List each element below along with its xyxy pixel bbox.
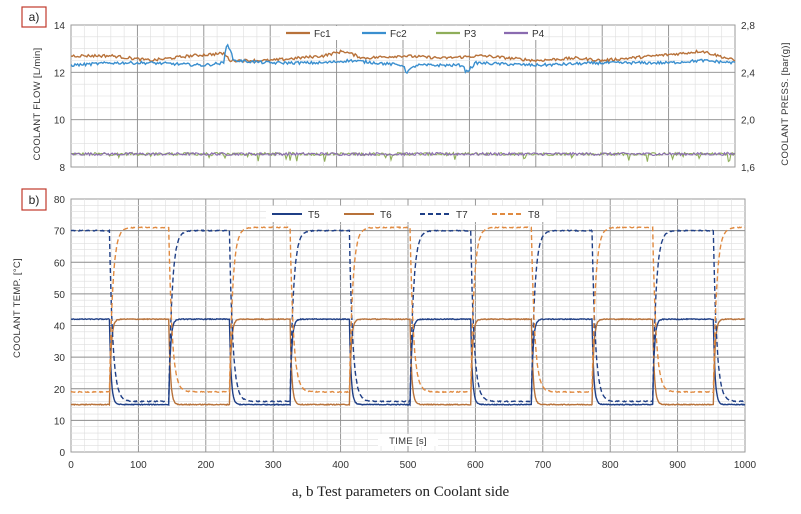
legend-label-p3: P3 (464, 29, 477, 40)
panel-a-y2-tick-label: 2,8 (741, 21, 755, 32)
panel-b-y-tick-label: 40 (54, 322, 66, 333)
panel-a-y-ticks: 8 10 12 14 (54, 21, 66, 174)
legend-label-t7: T7 (456, 210, 468, 221)
panel-a-y-tick-label: 10 (54, 116, 66, 127)
panel-b-x-tick-label: 700 (534, 460, 551, 471)
panel-a-legend-bg (280, 26, 542, 40)
legend-label-t6: T6 (380, 210, 392, 221)
panel-b-y-tick-label: 0 (59, 448, 65, 459)
panel-b-y-label: COOLANT TEMP. [°C] (12, 258, 23, 358)
series-line-t7 (70, 229, 746, 404)
panel-b-grid (70, 198, 746, 453)
panel-b-x-tick-label: 900 (669, 460, 686, 471)
figure: a) 8 10 12 14 1,6 2,0 2,4 2,8 COOLANT FLOW [L/… (12, 6, 791, 471)
panel-a-y2-tick-label: 1,6 (741, 163, 755, 174)
panel-b-x-tick-label: 1000 (734, 460, 757, 471)
legend-label-fc2: Fc2 (390, 29, 407, 40)
figure-caption: a, b Test parameters on Coolant side (291, 484, 510, 500)
panel-b-series (70, 226, 746, 407)
panel-a-tag-box (21, 6, 47, 28)
panel-b-y-tick-label: 20 (54, 385, 66, 396)
panel-a: a) 8 10 12 14 1,6 2,0 2,4 2,8 COOLANT FLOW [L/… (21, 6, 791, 174)
panel-b-legend-bg (266, 206, 556, 222)
panel-a-grid (70, 24, 736, 168)
panel-a-y-tick-label: 8 (59, 163, 65, 174)
legend-label-fc1: Fc1 (314, 29, 331, 40)
panel-b-x-tick-label: 800 (602, 460, 619, 471)
panel-b-x-tick-label: 500 (400, 460, 417, 471)
panel-a-y2-tick-label: 2,4 (741, 68, 755, 79)
panel-b-x-tick-label: 300 (265, 460, 282, 471)
panel-b-y-tick-label: 10 (54, 416, 66, 427)
series-line-t5 (70, 317, 746, 407)
panel-a-y-tick-label: 12 (54, 68, 66, 79)
panel-a-legend: Fc1 Fc2 P3 P4 (280, 26, 545, 40)
panel-b-y-ticks: 0 10 20 30 40 50 60 70 80 (54, 195, 66, 459)
series-line-p4 (70, 151, 736, 157)
panel-b-x-tick-label: 100 (130, 460, 147, 471)
legend-label-p4: P4 (532, 29, 545, 40)
legend-label-t5: T5 (308, 210, 320, 221)
panel-a-y2-label: COOLANT PRESS. [bar(g)] (780, 42, 791, 165)
panel-b-x-ticks: 0 100 200 300 400 500 600 700 800 900 1000 (68, 460, 756, 471)
panel-b-x-tick-label: 600 (467, 460, 484, 471)
panel-b-tag: b) (29, 193, 40, 207)
legend-label-t8: T8 (528, 210, 540, 221)
panel-b-y-tick-label: 50 (54, 290, 66, 301)
panel-b-x-label-bg (378, 434, 438, 446)
series-line-t6 (70, 317, 746, 407)
panel-b-x-tick-label: 200 (197, 460, 214, 471)
series-line-fc2 (70, 43, 736, 75)
panel-b-y-tick-label: 30 (54, 353, 66, 364)
panel-b-x-label: TIME [s] (389, 436, 427, 447)
panel-b-y-tick-label: 80 (54, 195, 66, 206)
panel-b-y-tick-label: 60 (54, 258, 66, 269)
panel-a-y2-ticks: 1,6 2,0 2,4 2,8 (741, 21, 755, 174)
series-line-fc1 (70, 49, 736, 63)
panel-a-y-tick-label: 14 (54, 21, 66, 32)
panel-a-series (70, 43, 736, 163)
panel-a-y2-tick-label: 2,0 (741, 116, 755, 127)
panel-a-y-label: COOLANT FLOW [L/min] (32, 48, 43, 161)
panel-b: b) 0 10 20 30 40 50 60 70 80 0 100 200 300 400 500 600… (12, 188, 757, 471)
panel-a-tag: a) (29, 10, 40, 24)
panel-b-x-tick-label: 400 (332, 460, 349, 471)
panel-b-y-tick-label: 70 (54, 227, 66, 238)
panel-b-x-tick-label: 0 (68, 460, 74, 471)
series-line-t8 (70, 226, 746, 394)
panel-b-tag-box (21, 188, 47, 211)
panel-b-legend: T5 T6 T7 T8 (266, 206, 556, 222)
